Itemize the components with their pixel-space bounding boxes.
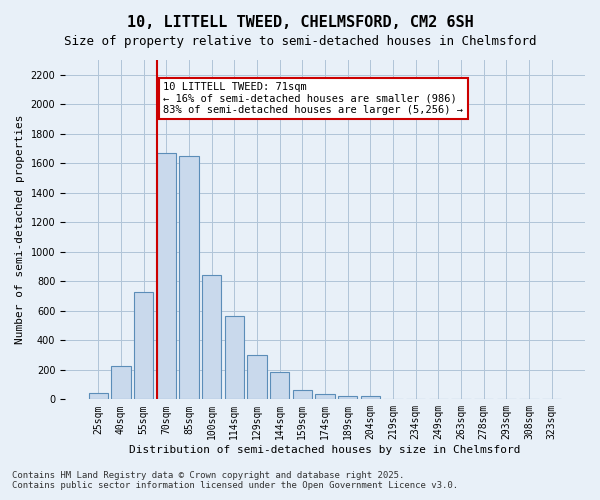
Bar	[224, 316, 244, 400]
Bar	[338, 396, 358, 400]
X-axis label: Distribution of semi-detached houses by size in Chelmsford: Distribution of semi-detached houses by …	[129, 445, 521, 455]
Bar	[89, 394, 108, 400]
Bar	[179, 156, 199, 400]
Text: Contains HM Land Registry data © Crown copyright and database right 2025.
Contai: Contains HM Land Registry data © Crown c…	[12, 470, 458, 490]
Text: Size of property relative to semi-detached houses in Chelmsford: Size of property relative to semi-detach…	[64, 35, 536, 48]
Bar	[202, 274, 221, 400]
Text: 10 LITTELL TWEED: 71sqm
← 16% of semi-detached houses are smaller (986)
83% of s: 10 LITTELL TWEED: 71sqm ← 16% of semi-de…	[163, 82, 463, 116]
Bar	[112, 366, 131, 400]
Bar	[270, 372, 289, 400]
Bar	[383, 398, 403, 400]
Bar	[134, 292, 153, 400]
Text: 10, LITTELL TWEED, CHELMSFORD, CM2 6SH: 10, LITTELL TWEED, CHELMSFORD, CM2 6SH	[127, 15, 473, 30]
Bar	[361, 396, 380, 400]
Bar	[316, 394, 335, 400]
Y-axis label: Number of semi-detached properties: Number of semi-detached properties	[15, 115, 25, 344]
Bar	[293, 390, 312, 400]
Bar	[247, 355, 266, 400]
Bar	[157, 153, 176, 400]
